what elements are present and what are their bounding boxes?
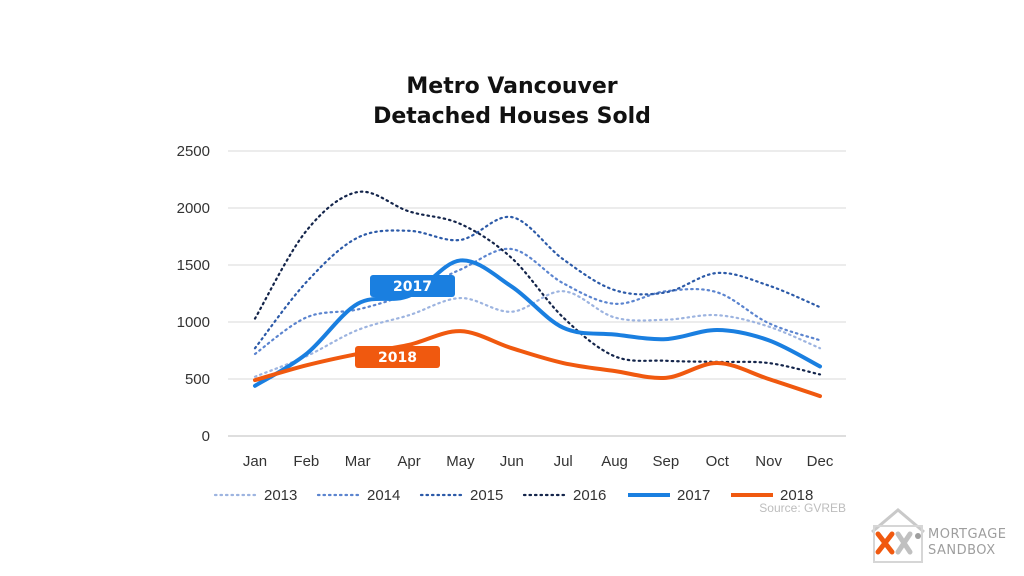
source-note: Source: GVREB bbox=[759, 501, 846, 515]
legend-label-2017: 2017 bbox=[677, 487, 710, 504]
x-tick-label: Jun bbox=[500, 453, 524, 470]
series-line-2016 bbox=[253, 190, 822, 376]
gridlines bbox=[228, 150, 846, 437]
x-tick-label: Dec bbox=[807, 453, 834, 470]
x-tick-label: Apr bbox=[397, 453, 420, 470]
y-tick-label: 500 bbox=[185, 371, 210, 388]
y-tick-label: 2500 bbox=[177, 143, 210, 160]
y-axis-ticks: 0 500 1000 1500 2000 2500 bbox=[177, 143, 210, 445]
legend-label-2013: 2013 bbox=[264, 487, 297, 504]
logo-text-line2: SANDBOX bbox=[928, 543, 996, 558]
x-tick-label: Sep bbox=[653, 453, 680, 470]
logo-text-line1: MORTGAGE bbox=[928, 527, 1007, 542]
mortgage-sandbox-logo: MORTGAGE SANDBOX bbox=[871, 508, 1007, 563]
x-tick-label: Jan bbox=[243, 453, 267, 470]
legend: 2013 2014 2015 2016 2017 2018 bbox=[213, 487, 813, 504]
series-callouts: 2017 2018 bbox=[355, 275, 455, 368]
y-tick-label: 2000 bbox=[177, 200, 210, 217]
x-tick-label: Feb bbox=[293, 453, 319, 470]
callout-2017-label: 2017 bbox=[393, 279, 432, 295]
legend-label-2018: 2018 bbox=[780, 487, 813, 504]
callout-2017-box bbox=[370, 275, 455, 297]
series-line-2018 bbox=[253, 329, 822, 399]
chart-title-line1: Metro Vancouver bbox=[406, 74, 618, 99]
legend-label-2015: 2015 bbox=[470, 487, 503, 504]
chart-title-line2: Detached Houses Sold bbox=[373, 104, 651, 129]
callout-2018-label: 2018 bbox=[378, 350, 417, 366]
x-tick-label: May bbox=[446, 453, 475, 470]
series-lines bbox=[253, 190, 822, 399]
x-tick-label: Jul bbox=[554, 453, 573, 470]
series-line-2015 bbox=[253, 215, 822, 350]
x-tick-label: Mar bbox=[345, 453, 371, 470]
series-line-2017 bbox=[253, 258, 822, 388]
y-tick-label: 1500 bbox=[177, 257, 210, 274]
y-tick-label: 0 bbox=[202, 428, 210, 445]
series-line-2014 bbox=[253, 247, 822, 356]
legend-label-2016: 2016 bbox=[573, 487, 606, 504]
callout-2018-box bbox=[355, 346, 440, 368]
x-tick-label: Nov bbox=[755, 453, 782, 470]
legend-label-2014: 2014 bbox=[367, 487, 400, 504]
series-line-2013 bbox=[253, 290, 822, 378]
x-tick-label: Aug bbox=[601, 453, 628, 470]
x-tick-label: Oct bbox=[706, 453, 730, 470]
x-axis-ticks: Jan Feb Mar Apr May Jun Jul Aug Sep Oct Nov Dec bbox=[243, 453, 834, 470]
y-tick-label: 1000 bbox=[177, 314, 210, 331]
house-x-logo-icon bbox=[871, 508, 925, 563]
